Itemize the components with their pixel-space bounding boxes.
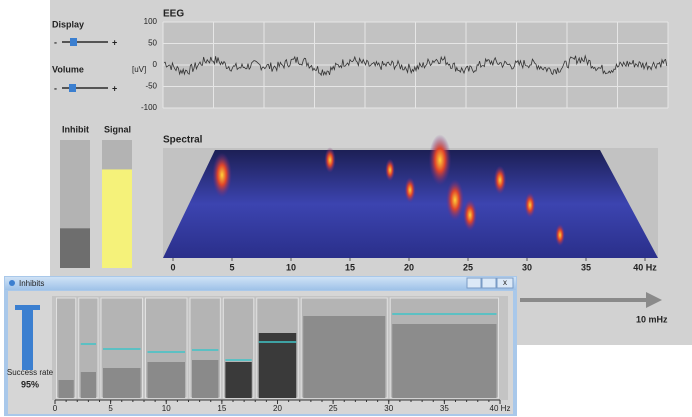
success-rate-bar <box>22 305 33 370</box>
band-bar <box>147 362 185 398</box>
close-icon: x <box>503 278 507 287</box>
spectral-peak <box>428 134 452 186</box>
spectral-surface <box>163 150 658 258</box>
x-tick-label: 15 <box>217 404 226 413</box>
maximize-button[interactable] <box>481 277 497 289</box>
spectral-title: Spectral <box>163 135 203 146</box>
eeg-y-tick-label: 100 <box>144 17 158 26</box>
spectral-peak <box>212 152 232 198</box>
spectral-peak <box>555 223 565 247</box>
spectral-x-tick-label: 40 Hz <box>633 262 657 272</box>
eeg-title: EEG <box>163 9 184 20</box>
inhibits-title: Inhibits <box>19 279 44 288</box>
spectral-peak <box>404 177 416 203</box>
eeg-y-tick-label: 50 <box>148 39 157 48</box>
x-tick-label: 20 <box>273 404 282 413</box>
minimize-button[interactable] <box>466 277 482 289</box>
eeg-y-tick-label: 0 <box>153 60 158 69</box>
display-slider[interactable]: - + <box>54 37 117 47</box>
band-bar <box>303 316 386 398</box>
display-label: Display <box>52 19 84 29</box>
spectral-x-tick-label: 5 <box>229 262 234 272</box>
band-bar <box>80 372 96 398</box>
spectral-peak <box>324 147 336 173</box>
spectral-x-tick-label: 30 <box>522 262 532 272</box>
x-tick-label: 0 <box>53 404 58 413</box>
volume-slider[interactable]: - + <box>54 83 117 93</box>
x-tick-label: 5 <box>108 404 113 413</box>
close-button[interactable] <box>496 277 514 289</box>
band-bar <box>58 380 74 398</box>
x-tick-label: 30 <box>384 404 393 413</box>
x-tick-label: 10 <box>162 404 171 413</box>
x-tick-label: 40 Hz <box>490 404 511 413</box>
spectral-peak <box>524 192 536 218</box>
eeg-trace <box>163 54 668 77</box>
timeline-label: 10 mHz <box>636 314 668 324</box>
signal-meter-label: Signal <box>104 124 131 134</box>
band-bar <box>258 333 297 398</box>
spectral-x-tick-label: 15 <box>345 262 355 272</box>
timeline-arrow <box>520 292 662 308</box>
x-tick-label: 25 <box>329 404 338 413</box>
inhibit-meter-fill <box>60 228 90 268</box>
eeg-y-label: [uV] <box>132 65 146 74</box>
svg-text:-: - <box>54 83 57 93</box>
spectral-x-tick-label: 0 <box>170 262 175 272</box>
band-bar <box>225 362 252 398</box>
success-label: Success rate <box>7 368 54 377</box>
spectral-x-tick-label: 20 <box>404 262 414 272</box>
success-value: 95% <box>21 379 39 389</box>
spectral-peak <box>445 179 465 221</box>
band-bar <box>392 324 497 398</box>
spectral-peak <box>463 199 477 231</box>
spectral-peak <box>385 158 395 182</box>
x-tick-label: 35 <box>440 404 449 413</box>
spectral-x-tick-label: 10 <box>286 262 296 272</box>
eeg-y-tick-label: -100 <box>141 103 158 112</box>
svg-text:-: - <box>54 37 57 47</box>
signal-meter-fill <box>102 169 132 268</box>
eeg-y-tick-label: -50 <box>145 82 157 91</box>
spectral-x-tick-label: 25 <box>463 262 473 272</box>
volume-label: Volume <box>52 64 84 74</box>
band-bar <box>103 368 141 398</box>
spectral-peak <box>493 165 507 195</box>
svg-text:+: + <box>112 83 117 93</box>
svg-text:+: + <box>112 37 117 47</box>
spectral-x-tick-label: 35 <box>581 262 591 272</box>
inhibit-meter-label: Inhibit <box>62 124 89 134</box>
band-bar <box>192 360 219 398</box>
